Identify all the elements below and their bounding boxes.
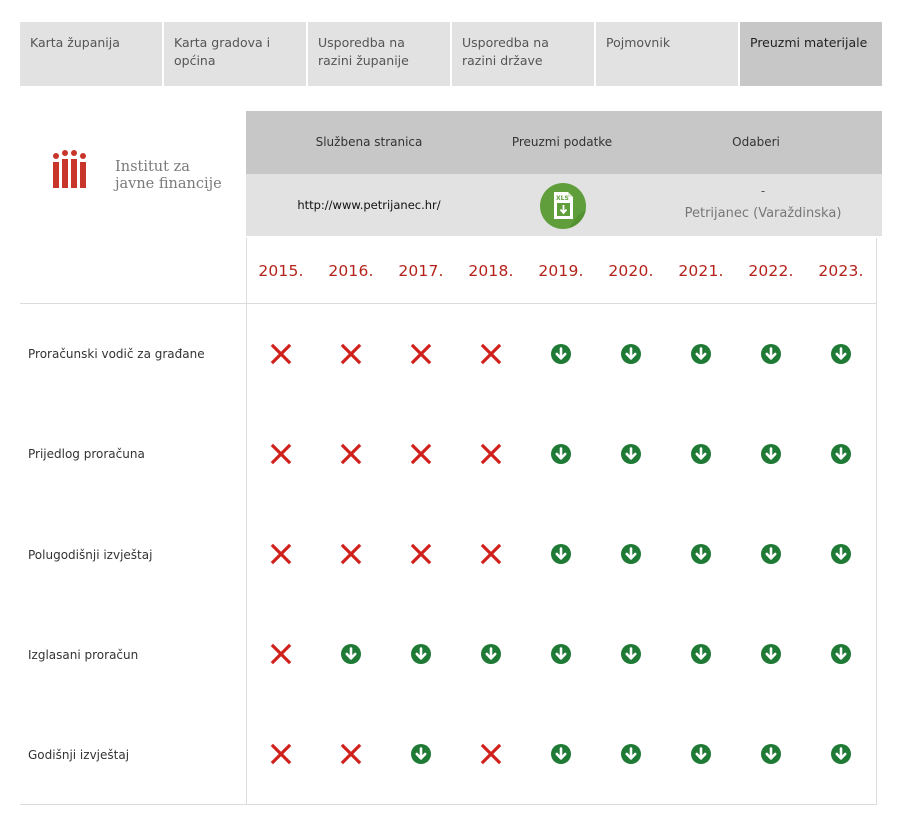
- cross-icon: [410, 543, 432, 565]
- row-label-half-year-report: Polugodišnji izvještaj: [28, 548, 153, 562]
- year-header: 2018.: [468, 262, 514, 280]
- cross-icon: [480, 343, 502, 365]
- grid-line-top: [20, 303, 876, 304]
- download-circle-icon[interactable]: [620, 443, 642, 465]
- download-circle-icon[interactable]: [620, 543, 642, 565]
- cross-icon: [340, 543, 362, 565]
- download-circle-icon[interactable]: [690, 343, 712, 365]
- tab-karta-zupanija[interactable]: Karta županija: [20, 22, 162, 86]
- xls-file-download-icon: XLS: [540, 183, 586, 229]
- tab-usporedba-drzave[interactable]: Usporedba na razini države: [452, 22, 594, 86]
- grid-line-right: [876, 238, 877, 805]
- download-circle-icon[interactable]: [550, 743, 572, 765]
- grid-line-bottom: [20, 804, 876, 805]
- cross-icon: [410, 343, 432, 365]
- tab-preuzmi-materijale[interactable]: Preuzmi materijale: [740, 22, 882, 86]
- download-circle-icon[interactable]: [410, 643, 432, 665]
- download-circle-icon[interactable]: [760, 443, 782, 465]
- year-header: 2017.: [398, 262, 444, 280]
- cross-icon: [270, 543, 292, 565]
- cross-icon: [340, 443, 362, 465]
- download-circle-icon[interactable]: [620, 743, 642, 765]
- year-header: 2015.: [258, 262, 304, 280]
- logo-text: Institut za javne financije: [115, 159, 222, 192]
- municipality-select[interactable]: - Petrijanec (Varaždinska): [638, 182, 888, 230]
- header-notch: [496, 236, 882, 240]
- header-official-site: Službena stranica: [315, 135, 423, 149]
- tab-pojmovnik[interactable]: Pojmovnik: [596, 22, 738, 86]
- cross-icon: [410, 443, 432, 465]
- cross-icon: [270, 643, 292, 665]
- download-circle-icon[interactable]: [550, 643, 572, 665]
- download-circle-icon[interactable]: [620, 343, 642, 365]
- cross-icon: [270, 443, 292, 465]
- download-circle-icon[interactable]: [480, 643, 502, 665]
- download-circle-icon[interactable]: [550, 443, 572, 465]
- download-circle-icon[interactable]: [760, 543, 782, 565]
- download-circle-icon[interactable]: [830, 443, 852, 465]
- year-header: 2016.: [328, 262, 374, 280]
- ijf-logo-icon: [53, 150, 86, 188]
- row-label-adopted-budget: Izglasani proračun: [28, 648, 139, 662]
- header-download-data: Preuzmi podatke: [511, 135, 613, 149]
- official-website-link[interactable]: http://www.petrijanec.hr/: [297, 198, 441, 212]
- download-circle-icon[interactable]: [690, 643, 712, 665]
- download-circle-icon[interactable]: [690, 743, 712, 765]
- download-circle-icon[interactable]: [760, 343, 782, 365]
- tab-usporedba-zupanije[interactable]: Usporedba na razini županije: [308, 22, 450, 86]
- cross-icon: [480, 443, 502, 465]
- tab-karta-gradova[interactable]: Karta gradova i općina: [164, 22, 306, 86]
- year-header: 2022.: [748, 262, 794, 280]
- cross-icon: [480, 743, 502, 765]
- year-header: 2020.: [608, 262, 654, 280]
- cross-icon: [270, 343, 292, 365]
- selected-municipality: Petrijanec (Varaždinska): [684, 206, 842, 221]
- download-circle-icon[interactable]: [760, 643, 782, 665]
- download-circle-icon[interactable]: [410, 743, 432, 765]
- download-circle-icon[interactable]: [620, 643, 642, 665]
- header-select: Odaberi: [732, 135, 780, 149]
- cross-icon: [270, 743, 292, 765]
- grid-line-left: [246, 238, 247, 805]
- cross-icon: [340, 343, 362, 365]
- year-header: 2019.: [538, 262, 584, 280]
- info-header: Službena stranica Preuzmi podatke Odaber…: [246, 111, 882, 174]
- download-circle-icon[interactable]: [830, 543, 852, 565]
- select-dash: -: [760, 184, 766, 198]
- download-circle-icon[interactable]: [830, 343, 852, 365]
- row-label-budget-proposal: Prijedlog proračuna: [28, 447, 145, 461]
- download-circle-icon[interactable]: [550, 543, 572, 565]
- year-header: 2023.: [818, 262, 864, 280]
- download-circle-icon[interactable]: [760, 743, 782, 765]
- top-navigation: Karta županija Karta gradova i općina Us…: [20, 22, 882, 86]
- year-header: 2021.: [678, 262, 724, 280]
- info-values: http://www.petrijanec.hr/ XLS - Petrijan…: [246, 174, 882, 236]
- download-circle-icon[interactable]: [830, 743, 852, 765]
- download-circle-icon[interactable]: [690, 543, 712, 565]
- download-circle-icon[interactable]: [830, 643, 852, 665]
- xls-download-button[interactable]: XLS: [539, 182, 587, 230]
- cross-icon: [480, 543, 502, 565]
- row-label-annual-report: Godišnji izvještaj: [28, 748, 130, 762]
- row-label-budget-guide: Proračunski vodič za građane: [28, 347, 205, 361]
- download-circle-icon[interactable]: [690, 443, 712, 465]
- download-circle-icon[interactable]: [340, 643, 362, 665]
- svg-text:XLS: XLS: [556, 195, 569, 202]
- ijf-logo: Institut za javne financije: [52, 150, 242, 200]
- download-circle-icon[interactable]: [550, 343, 572, 365]
- cross-icon: [340, 743, 362, 765]
